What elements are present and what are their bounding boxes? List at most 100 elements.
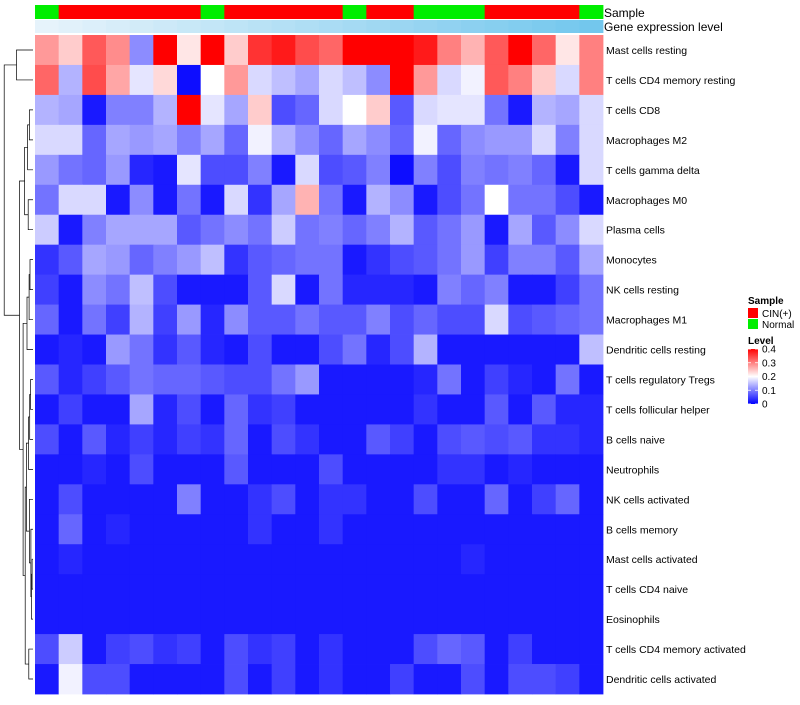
heatmap-cell	[35, 184, 60, 216]
heatmap-cell	[366, 304, 391, 335]
heatmap-cell	[129, 154, 154, 186]
heatmap-cell	[271, 124, 296, 156]
heatmap-cell	[437, 604, 462, 635]
heatmap-cell	[342, 274, 367, 305]
heatmap-cell	[461, 35, 486, 66]
heatmap-cell	[579, 94, 604, 126]
heatmap-cell	[200, 574, 225, 605]
annotation-cell-expression	[106, 20, 131, 33]
heatmap-cell	[579, 364, 604, 395]
annotation-cell-expression	[319, 20, 344, 33]
heatmap-cell	[555, 274, 580, 305]
annotation-cell-expression	[224, 20, 249, 33]
heatmap-cell	[484, 304, 509, 335]
heatmap-cell	[200, 244, 225, 276]
heatmap-cell	[579, 574, 604, 605]
heatmap-cell	[35, 454, 60, 485]
heatmap-cell	[177, 664, 202, 695]
heatmap-cell	[82, 154, 107, 186]
heatmap-cell	[461, 304, 486, 335]
annotation-cell-expression	[437, 20, 462, 33]
heatmap-cell	[413, 35, 438, 66]
heatmap-cell	[295, 35, 320, 66]
heatmap-cell	[579, 154, 604, 186]
heatmap-cell	[129, 394, 154, 425]
heatmap-cell	[177, 334, 202, 365]
heatmap-cells	[35, 35, 604, 695]
heatmap-cell	[271, 274, 296, 305]
heatmap-cell	[342, 634, 367, 665]
heatmap-cell	[319, 454, 344, 485]
heatmap-cell	[532, 274, 557, 305]
annotation-cell-expression	[508, 20, 533, 33]
annotation-cell-sample	[366, 5, 391, 19]
heatmap-cell	[200, 544, 225, 575]
heatmap-cell	[437, 244, 462, 276]
heatmap-cell	[82, 604, 107, 635]
heatmap-cell	[555, 94, 580, 126]
heatmap-cell	[177, 544, 202, 575]
heatmap-cell	[342, 304, 367, 335]
heatmap-cell	[200, 35, 225, 66]
heatmap-cell	[129, 304, 154, 335]
heatmap-cell	[508, 94, 533, 126]
row-label: Mast cells activated	[606, 554, 698, 566]
heatmap-cell	[177, 454, 202, 485]
heatmap-cell	[484, 244, 509, 276]
heatmap-cell	[413, 364, 438, 395]
heatmap-cell	[295, 64, 320, 96]
annotation-cell-expression	[342, 20, 367, 33]
heatmap-cell	[484, 214, 509, 246]
heatmap-cell	[271, 184, 296, 216]
annotation-cell-sample	[129, 5, 154, 19]
heatmap-cell	[390, 664, 415, 695]
heatmap-cell	[484, 544, 509, 575]
heatmap-cell	[579, 64, 604, 96]
heatmap-cell	[248, 35, 273, 66]
heatmap-cell	[106, 514, 131, 545]
heatmap-cell	[153, 154, 178, 186]
legend-level-title: Level	[748, 336, 774, 347]
heatmap-cell	[58, 424, 83, 455]
heatmap-cell	[532, 304, 557, 335]
heatmap-cell	[248, 484, 273, 515]
annotation-cell-sample	[58, 5, 83, 19]
heatmap-cell	[82, 94, 107, 126]
row-label: T cells regulatory Tregs	[606, 374, 715, 386]
heatmap-cell	[413, 154, 438, 186]
heatmap-cell	[437, 94, 462, 126]
row-label: Mast cells resting	[606, 45, 687, 57]
heatmap-cell	[390, 454, 415, 485]
heatmap-cell	[224, 35, 249, 66]
heatmap-cell	[437, 184, 462, 216]
heatmap-cell	[177, 35, 202, 66]
heatmap-cell	[390, 244, 415, 276]
heatmap-cell	[271, 304, 296, 335]
heatmap-cell	[508, 334, 533, 365]
heatmap-cell	[295, 214, 320, 246]
heatmap-cell	[200, 94, 225, 126]
heatmap-cell	[200, 184, 225, 216]
heatmap-cell	[200, 334, 225, 365]
heatmap-cell	[532, 514, 557, 545]
row-label: Plasma cells	[606, 225, 665, 237]
heatmap-cell	[153, 94, 178, 126]
heatmap-cell	[319, 484, 344, 515]
heatmap-cell	[366, 394, 391, 425]
heatmap-cell	[224, 184, 249, 216]
row-labels: Mast cells resting T cells CD4 memory res…	[606, 45, 746, 686]
heatmap-cell	[532, 484, 557, 515]
heatmap-cell	[248, 154, 273, 186]
heatmap-cell	[508, 35, 533, 66]
dendrogram-branch	[28, 416, 33, 470]
heatmap-cell	[153, 424, 178, 455]
heatmap-cell	[58, 244, 83, 276]
heatmap-cell	[508, 304, 533, 335]
heatmap-cell	[342, 35, 367, 66]
heatmap-cell	[271, 454, 296, 485]
heatmap-cell	[366, 154, 391, 186]
row-label: T cells CD4 memory activated	[606, 644, 746, 656]
heatmap-cell	[437, 634, 462, 665]
annotation-cell-expression	[177, 20, 202, 33]
legend-tick-label: 0.4	[762, 345, 776, 356]
